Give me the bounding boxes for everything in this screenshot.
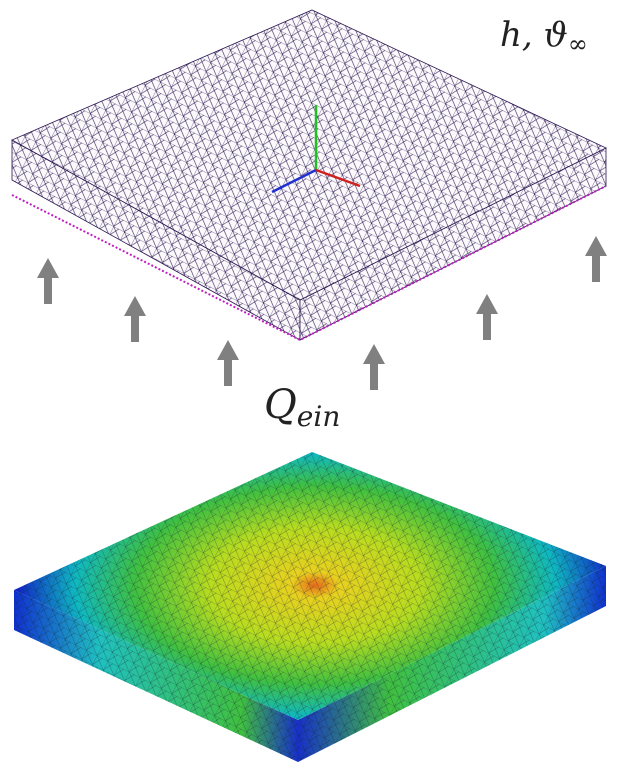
- label-part: Q: [264, 382, 297, 428]
- label-part: ∞: [568, 30, 588, 58]
- figure: h, ϑ∞ Qein: [0, 0, 623, 772]
- temperature-plate: [14, 452, 606, 762]
- label-part: ein: [297, 400, 341, 433]
- convection-label: h, ϑ∞: [500, 15, 588, 58]
- heat-input-label: Qein: [264, 382, 340, 433]
- mesh-plate: [12, 10, 606, 340]
- label-part: h, ϑ: [500, 15, 568, 55]
